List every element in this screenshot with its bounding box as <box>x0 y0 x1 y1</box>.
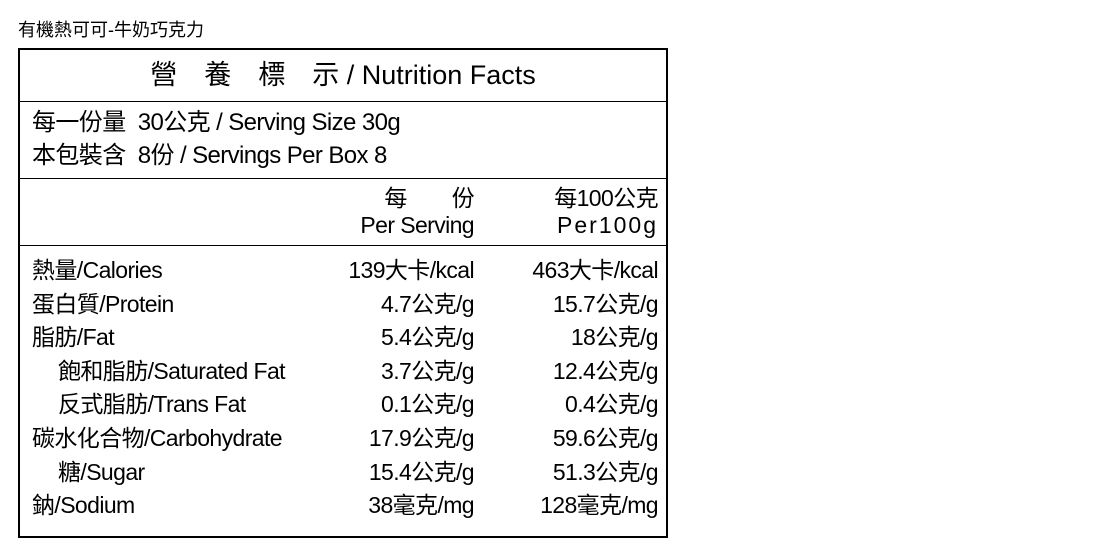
per-100g-value: 51.3公克/g <box>552 458 659 485</box>
per-serving-value: 139大卡/kcal <box>348 257 474 283</box>
per-100g-value: 128毫克/mg <box>540 492 659 519</box>
nutrient-name: 糖/Sugar <box>58 458 145 485</box>
per-serving-value: 5.4公克/g <box>381 324 475 351</box>
per-serving-value: 15.4公克/g <box>368 458 475 485</box>
separator <box>20 178 666 179</box>
nutrient-name: 反式脂肪/Trans Fat <box>58 391 246 418</box>
per-serving-value: 0.1公克/g <box>381 391 475 418</box>
per-100g-value: 12.4公克/g <box>552 357 659 384</box>
per-100g-value: 18公克/g <box>570 324 659 351</box>
per-100g-value: 0.4公克/g <box>565 391 659 418</box>
nutrient-name: 蛋白質/Protein <box>32 290 174 317</box>
label-title: 營 養 標 示 / Nutrition Facts <box>150 60 536 90</box>
column-header: Per Serving <box>360 212 474 238</box>
per-100g-value: 15.7公克/g <box>552 290 659 317</box>
column-header: 每 份 <box>384 185 474 211</box>
per-serving-value: 4.7公克/g <box>381 290 475 317</box>
separator <box>20 101 666 102</box>
per-serving-value: 17.9公克/g <box>368 425 475 451</box>
nutrient-name: 碳水化合物/Carbohydrate <box>32 425 283 451</box>
column-header: 每100公克 <box>554 185 658 211</box>
nutrition-label: 營 養 標 示 / Nutrition Facts 每一份量 30公克 / Se… <box>18 48 668 538</box>
nutrient-name: 飽和脂肪/Saturated Fat <box>58 357 286 384</box>
per-serving-value: 38毫克/mg <box>368 492 474 519</box>
serving-info: 本包裝含 8份 / Servings Per Box 8 <box>32 142 387 169</box>
product-name: 有機熱可可-牛奶巧克力 <box>18 20 204 40</box>
per-serving-value: 3.7公克/g <box>381 357 475 384</box>
nutrient-name: 鈉/Sodium <box>32 492 135 519</box>
nutrient-name: 熱量/Calories <box>32 257 163 283</box>
per-100g-value: 463大卡/kcal <box>532 257 658 283</box>
per-100g-value: 59.6公克/g <box>552 425 659 451</box>
column-header: Per100g <box>557 212 658 238</box>
serving-info: 每一份量 30公克 / Serving Size 30g <box>32 109 401 136</box>
nutrient-name: 脂肪/Fat <box>32 324 115 351</box>
separator <box>20 245 666 246</box>
